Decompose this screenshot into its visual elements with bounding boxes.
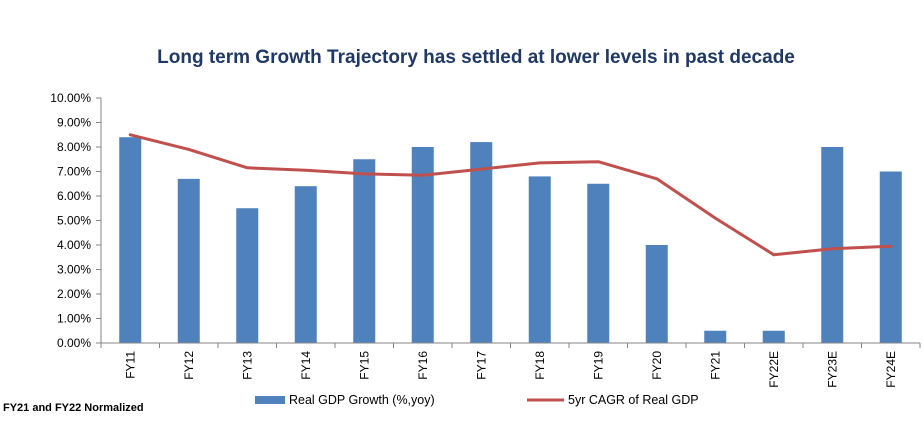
bar-fy19 bbox=[587, 183, 610, 343]
legend-label-bar: Real GDP Growth (%,yoy) bbox=[289, 393, 435, 407]
bar-fy11 bbox=[119, 137, 142, 343]
x-tick-label: FY22E bbox=[767, 351, 781, 388]
y-tick-label: 0.00% bbox=[57, 336, 91, 350]
y-tick-label: 5.00% bbox=[57, 214, 91, 228]
x-tick-label: FY21 bbox=[708, 351, 722, 380]
bar-fy16 bbox=[411, 147, 434, 343]
y-tick-label: 9.00% bbox=[57, 116, 91, 130]
legend-label-line: 5yr CAGR of Real GDP bbox=[568, 393, 699, 407]
y-tick-label: 1.00% bbox=[57, 312, 91, 326]
bar-fy14 bbox=[294, 186, 317, 343]
x-tick-label: FY23E bbox=[825, 351, 839, 388]
y-tick-label: 8.00% bbox=[57, 140, 91, 154]
x-tick-label: FY16 bbox=[416, 351, 430, 380]
bar-fy17 bbox=[470, 142, 493, 343]
y-tick-label: 4.00% bbox=[57, 238, 91, 252]
x-tick-label: FY18 bbox=[533, 351, 547, 380]
y-tick-label: 6.00% bbox=[57, 189, 91, 203]
bar-fy18 bbox=[528, 176, 551, 343]
x-tick-label: FY24E bbox=[884, 351, 898, 388]
x-tick-label: FY19 bbox=[591, 351, 605, 380]
y-tick-label: 2.00% bbox=[57, 287, 91, 301]
x-tick-label: FY14 bbox=[299, 351, 313, 380]
footnote: FY21 and FY22 Normalized bbox=[3, 402, 144, 414]
bar-fy24e bbox=[879, 171, 902, 343]
chart-title: Long term Growth Trajectory has settled … bbox=[157, 47, 795, 68]
legend-swatch-bar bbox=[255, 396, 285, 404]
x-tick-label: FY11 bbox=[123, 351, 137, 379]
x-tick-label: FY17 bbox=[474, 351, 488, 380]
x-tick-label: FY20 bbox=[650, 351, 664, 380]
bar-fy15 bbox=[353, 159, 376, 343]
line-5yr-cagr bbox=[128, 133, 893, 257]
x-tick-label: FY13 bbox=[240, 351, 254, 380]
bar-fy21 bbox=[704, 330, 727, 343]
x-tick-label: FY12 bbox=[182, 351, 196, 380]
y-tick-label: 7.00% bbox=[57, 165, 91, 179]
x-tick-label: FY15 bbox=[357, 351, 371, 380]
bar-fy13 bbox=[236, 208, 259, 343]
bar-fy23e bbox=[821, 147, 844, 343]
bar-fy22e bbox=[762, 330, 785, 343]
bar-fy20 bbox=[645, 245, 668, 343]
y-tick-label: 3.00% bbox=[57, 263, 91, 277]
plot-area: 0.00% 1.00% 2.00% 3.00% 4.00% 5.00% 6.00% 7.00%… bbox=[50, 91, 921, 388]
legend: Real GDP Growth (%,yoy) 5yr CAGR of Real… bbox=[255, 393, 699, 407]
y-tick-label: 10.00% bbox=[50, 91, 91, 105]
bar-fy12 bbox=[177, 178, 200, 343]
